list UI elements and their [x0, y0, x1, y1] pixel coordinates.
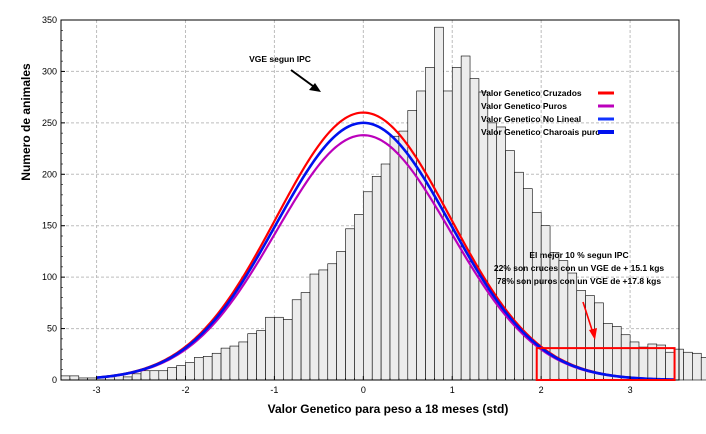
- histogram-bar: [371, 176, 382, 381]
- histogram-bar: [194, 357, 204, 381]
- histogram-bar: [656, 344, 666, 381]
- histogram-bar: [131, 373, 142, 381]
- histogram-bar: [425, 67, 435, 381]
- histogram-bar: [700, 357, 706, 381]
- histogram-bar: [158, 370, 169, 381]
- top10-annotation-arrow: [582, 301, 594, 334]
- histogram-bar: [149, 370, 160, 381]
- y-tick-label: 0: [52, 375, 57, 385]
- legend-label: Valor Genetico Cruzados: [481, 88, 582, 98]
- histogram-bar: [185, 362, 195, 381]
- x-axis-label: Valor Genetico para peso a 18 meses (std…: [268, 402, 509, 416]
- histogram-bar: [469, 78, 480, 381]
- x-axis-ticks: -3 -2 -1 0 1 2 3: [69, 376, 675, 395]
- legend: Valor Genetico Cruzados Valor Genetico Pu…: [481, 88, 614, 137]
- histogram-bar: [247, 333, 257, 381]
- normal-curves: [96, 111, 675, 381]
- histogram-bar: [363, 191, 373, 381]
- histogram-bar: [603, 323, 613, 381]
- y-tick-label: 50: [47, 324, 57, 334]
- histogram-bar: [496, 126, 506, 381]
- x-tick-label: 0: [361, 385, 366, 395]
- top10-annotation-line: El mejor 10 % segun IPC: [529, 250, 628, 260]
- histogram-bar: [683, 351, 693, 381]
- curve-4: [96, 121, 675, 381]
- histogram-bar: [283, 319, 293, 381]
- histogram-bar: [309, 273, 320, 381]
- histogram-bar: [265, 316, 275, 381]
- histogram-bar: [60, 375, 71, 381]
- histogram-bar: [229, 345, 240, 381]
- legend-label: Valor Genetico No Lineal: [481, 114, 581, 124]
- histogram-bar: [327, 263, 337, 381]
- y-axis-ticks: 0 50 100 150 200 250 300 350: [42, 15, 65, 385]
- histogram-bars: [60, 26, 706, 381]
- histogram-bar: [620, 334, 631, 381]
- x-tick-label: -3: [93, 385, 101, 395]
- x-tick-label: 1: [450, 385, 455, 395]
- histogram-bar: [211, 352, 222, 381]
- x-tick-label: 3: [628, 385, 633, 395]
- histogram-bar: [354, 214, 364, 381]
- histogram-bar: [380, 163, 391, 381]
- histogram-bar: [167, 367, 177, 381]
- top10-annotation: El mejor 10 % segun IPC 22% son cruces co…: [494, 250, 665, 286]
- top10-annotation-line: 22% son cruces con un VGE de + 15.1 kgs: [494, 263, 665, 273]
- histogram-bar: [398, 130, 409, 381]
- legend-label: Valor Genetico Charoais puro: [481, 127, 601, 137]
- histogram-bar: [416, 90, 426, 381]
- histogram-bar: [647, 343, 658, 381]
- y-tick-label: 150: [42, 221, 57, 231]
- histogram-bar: [176, 365, 186, 381]
- top10-region-box: [535, 347, 676, 382]
- histogram-bar: [692, 352, 702, 381]
- y-tick-label: 200: [42, 169, 57, 179]
- histogram-annotation: VGE segun IPC: [249, 54, 311, 64]
- histogram-bar: [612, 326, 622, 381]
- histogram-bar: [238, 341, 249, 381]
- histogram-bar: [300, 292, 311, 381]
- histogram-bar: [318, 269, 329, 381]
- top10-annotation-arrowhead: [589, 328, 597, 340]
- histogram-bar: [69, 375, 80, 381]
- histogram-bar: [256, 330, 266, 381]
- histogram-bar: [594, 302, 604, 381]
- histogram-bar: [540, 225, 551, 381]
- top10-annotation-line: 78% son puros con un VGE de +17.8 kgs: [497, 276, 661, 286]
- histogram-bar: [274, 316, 284, 381]
- histogram-bar: [585, 295, 595, 381]
- histogram-bar: [487, 122, 498, 381]
- histogram-bar: [202, 356, 213, 381]
- y-tick-label: 300: [42, 66, 57, 76]
- histogram-bar: [140, 370, 151, 381]
- y-tick-label: 350: [42, 15, 57, 25]
- histogram-bar: [460, 55, 471, 381]
- x-tick-label: 2: [539, 385, 544, 395]
- histogram-bar: [389, 135, 400, 381]
- plot-frame: [60, 19, 680, 381]
- y-axis-label: Numero de animales: [19, 63, 33, 181]
- histogram-bar: [345, 228, 355, 381]
- histogram-bar: [443, 90, 453, 381]
- y-tick-label: 250: [42, 118, 57, 128]
- legend-label: Valor Genetico Puros: [481, 101, 567, 111]
- histogram-bar: [638, 346, 649, 381]
- histogram-bar: [291, 299, 302, 381]
- x-tick-label: -1: [270, 385, 278, 395]
- histogram-bar: [665, 351, 675, 381]
- x-tick-label: -2: [181, 385, 189, 395]
- histogram-bar: [220, 347, 231, 381]
- y-tick-label: 100: [42, 272, 57, 282]
- histogram-bar: [336, 251, 346, 381]
- histogram-annotation-arrowhead: [309, 83, 321, 92]
